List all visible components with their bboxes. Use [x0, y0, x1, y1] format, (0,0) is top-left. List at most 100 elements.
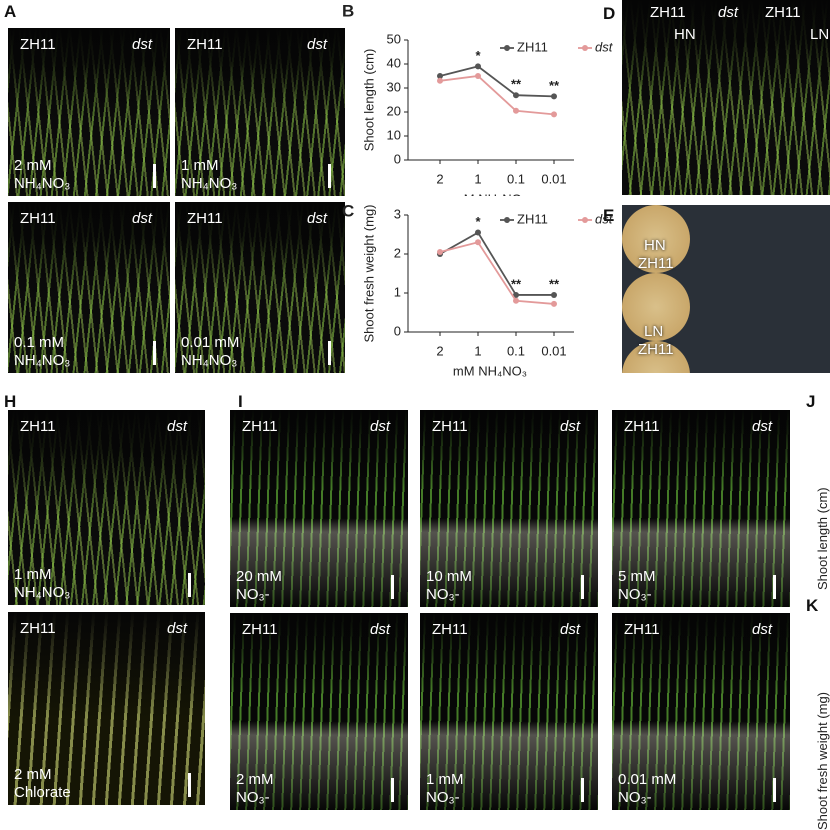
treatment-label: 5 mM — [618, 568, 656, 585]
legend-swatch — [504, 217, 510, 223]
genotype-label: dst — [559, 418, 580, 435]
treatment-label: 1 mM — [426, 771, 464, 788]
y-axis-label: Shoot length (cm) — [815, 487, 830, 590]
scale-bar — [391, 778, 394, 802]
y-axis-label: Shoot fresh weight (mg) — [815, 691, 830, 830]
genotype-label: ZH11 — [638, 341, 674, 358]
x-tick-label: 0.01 — [541, 171, 566, 186]
data-point — [475, 73, 481, 79]
photo: ZH11 dst ZH11 HN LN — [622, 0, 830, 195]
significance-label: ** — [511, 276, 522, 291]
legend-swatch — [582, 217, 588, 223]
photo: ZH11 dst 10 mM NO₃- — [420, 410, 598, 607]
x-tick-label: 2 — [436, 171, 443, 186]
panel-letter: H — [4, 392, 17, 411]
x-tick-label: 0.1 — [507, 171, 525, 186]
panel-letter: E — [603, 206, 615, 225]
x-tick-label: 0.1 — [507, 343, 525, 358]
chart: 0 1 2 3 2 1 0.1 0.01 mM NH₄NO₃ Shoot fresh weight… — [342, 201, 614, 378]
y-tick-label: 0 — [394, 323, 401, 338]
treatment-label: NO₃- — [236, 586, 270, 603]
treatment-label: NO₃- — [618, 586, 652, 603]
scale-bar — [773, 575, 776, 599]
photo: ZH11 dst 2 mM NH₄NO₃ — [8, 28, 170, 196]
chart: 0 10 20 30 40 50 2 1 0.1 0.01 mM NH₄NO₃ Shoot lengt… — [342, 1, 614, 196]
treatment-label: 0.01 mM — [181, 334, 240, 351]
legend-swatch — [582, 45, 588, 51]
data-point — [475, 63, 481, 70]
panel-letter: J — [806, 392, 816, 411]
y-tick-label: 0 — [394, 151, 401, 166]
scale-bar — [188, 773, 191, 797]
genotype-label: dst — [369, 418, 390, 435]
genotype-label: dst — [718, 4, 739, 21]
treatment-label: 1 mM — [181, 157, 219, 174]
scale-bar — [581, 575, 584, 599]
legend-label: dst — [595, 211, 614, 226]
treatment-label: 2 mM — [14, 766, 52, 783]
genotype-label: dst — [306, 210, 327, 227]
y-tick-label: 40 — [387, 55, 401, 70]
scale-bar — [153, 341, 156, 365]
treatment-label: Chlorate — [14, 784, 71, 801]
condition-label: LN — [810, 26, 830, 43]
data-point — [513, 297, 519, 304]
y-tick-label: 30 — [387, 79, 401, 94]
genotype-label: dst — [751, 621, 772, 638]
treatment-label: NH₄NO₃ — [14, 584, 71, 601]
treatment-label: NO₃- — [426, 586, 460, 603]
genotype-label: ZH11 — [187, 210, 223, 227]
scale-bar — [153, 164, 156, 188]
treatment-label: 10 mM — [426, 568, 472, 585]
scale-bar — [581, 778, 584, 802]
legend-label: ZH11 — [517, 39, 548, 54]
data-point — [513, 291, 519, 298]
y-axis-label: Shoot fresh weight (mg) — [361, 204, 376, 342]
panel-letter: K — [806, 596, 819, 615]
legend-swatch — [504, 45, 510, 51]
data-point — [437, 77, 443, 84]
treatment-label: 1 mM — [14, 566, 52, 583]
data-point — [437, 249, 443, 256]
genotype-label: dst — [559, 621, 580, 638]
treatment-label: 2 mM — [236, 771, 274, 788]
panel-letter: I — [238, 392, 243, 411]
seed-pile — [622, 205, 690, 273]
condition-label: HN — [674, 26, 696, 43]
scale-bar — [773, 778, 776, 802]
treatment-label: 20 mM — [236, 568, 282, 585]
significance-label: * — [475, 48, 481, 63]
x-tick-label: 1 — [474, 343, 481, 358]
x-axis-label: mM NH₄NO₃ — [453, 363, 527, 378]
x-tick-label: 0.01 — [541, 343, 566, 358]
genotype-label: ZH11 — [20, 418, 56, 435]
genotype-label: ZH11 — [187, 36, 223, 53]
y-tick-label: 20 — [387, 103, 401, 118]
treatment-label: 2 mM — [14, 157, 52, 174]
data-point — [513, 92, 519, 99]
data-point — [551, 291, 557, 298]
significance-label: ** — [511, 77, 522, 92]
treatment-label: NH₄NO₃ — [181, 175, 238, 192]
treatment-label: 0.01 mM — [618, 771, 677, 788]
series-line — [439, 75, 555, 116]
data-point — [437, 73, 443, 79]
data-point — [475, 239, 481, 246]
y-tick-label: 2 — [394, 245, 401, 260]
panel-letter: D — [603, 4, 616, 23]
genotype-label: dst — [369, 621, 390, 638]
genotype-label: dst — [131, 36, 152, 53]
genotype-label: ZH11 — [242, 418, 278, 435]
panel-letter: B — [342, 1, 354, 20]
scale-bar — [328, 341, 331, 365]
condition-label: HN — [644, 237, 666, 254]
treatment-label: NO₃- — [426, 789, 460, 806]
genotype-label: ZH11 — [242, 621, 278, 638]
photo: ZH11 dst 0.1 mM NH₄NO₃ — [8, 202, 170, 373]
series-line — [439, 231, 554, 296]
significance-label: * — [475, 214, 481, 229]
y-tick-label: 50 — [387, 31, 401, 46]
genotype-label: ZH11 — [638, 255, 674, 272]
genotype-label: ZH11 — [624, 621, 660, 638]
